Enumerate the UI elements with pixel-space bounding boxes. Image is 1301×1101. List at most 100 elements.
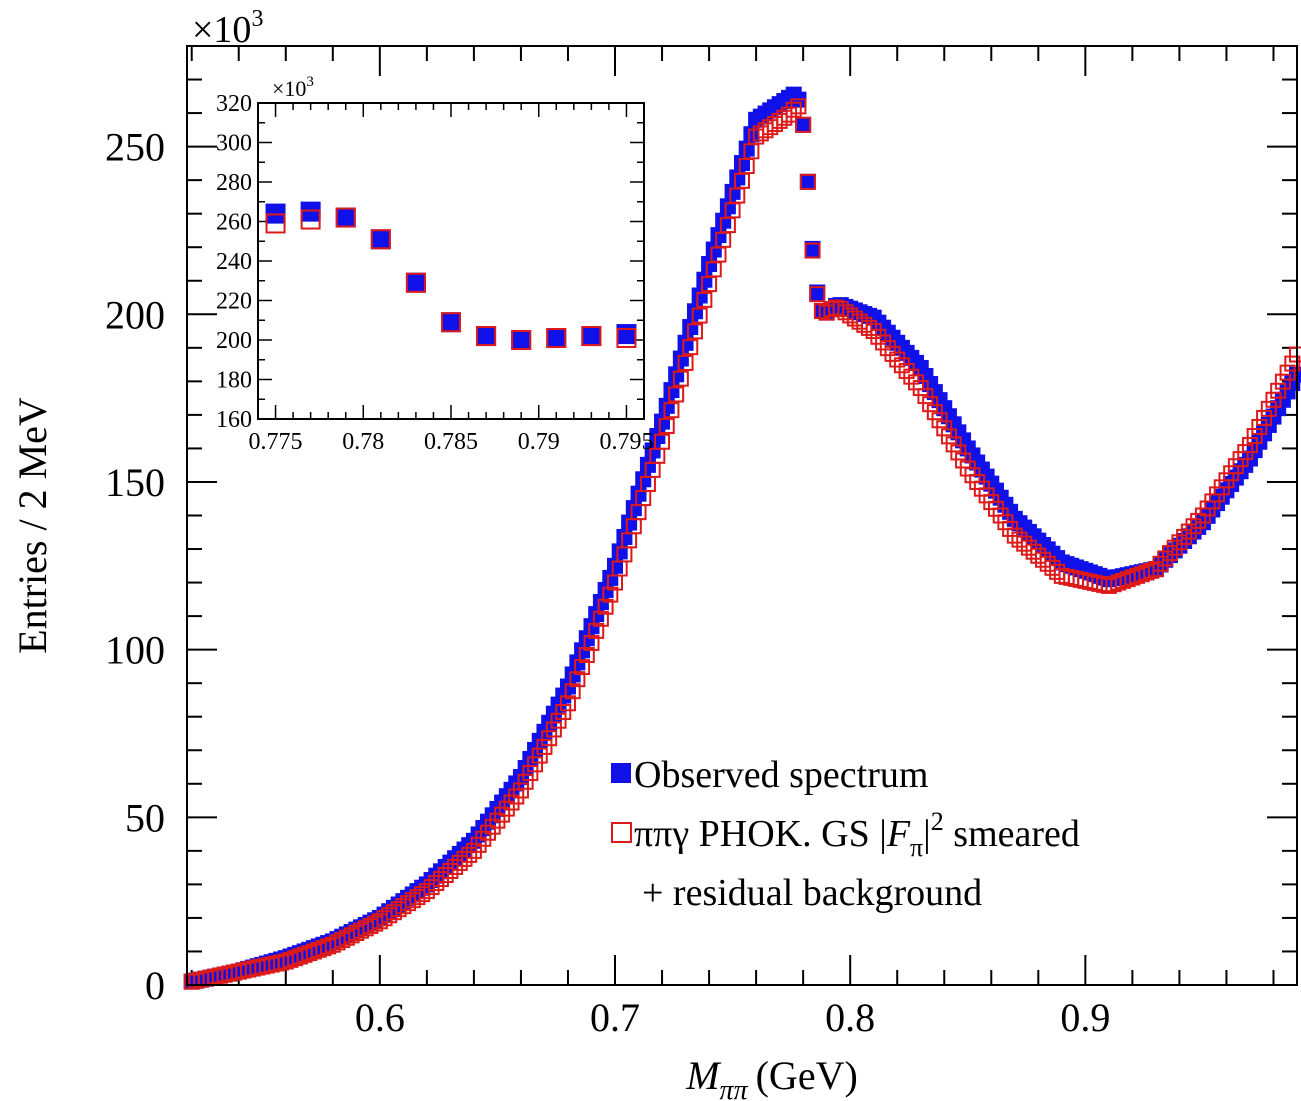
marker-simulation bbox=[555, 704, 572, 721]
marker-simulation bbox=[1176, 528, 1193, 545]
plot-frame bbox=[186, 45, 1298, 986]
marker-simulation bbox=[682, 339, 699, 356]
inset-marker-simulation bbox=[511, 330, 532, 350]
inset-marker-simulation bbox=[476, 326, 497, 347]
marker-simulation bbox=[795, 116, 812, 133]
marker-observed bbox=[804, 240, 821, 257]
legend-label-simulation-post: smeared bbox=[944, 813, 1080, 855]
marker-observed bbox=[701, 255, 718, 272]
inset-marker-simulation bbox=[581, 326, 602, 347]
legend: Observed spectrum ππγ PHOK. GS |Fπ|2 sme… bbox=[611, 754, 1080, 914]
inset-y-tick-label: 320 bbox=[216, 91, 252, 117]
marker-simulation bbox=[1006, 527, 1023, 544]
marker-simulation bbox=[931, 412, 948, 429]
marker-simulation bbox=[663, 402, 680, 419]
marker-simulation bbox=[1270, 382, 1287, 399]
marker-observed bbox=[696, 271, 713, 288]
marker-simulation bbox=[884, 345, 901, 362]
marker-simulation bbox=[367, 915, 384, 932]
marker-simulation bbox=[1279, 364, 1296, 381]
marker-simulation bbox=[423, 879, 440, 896]
marker-simulation bbox=[564, 683, 581, 700]
legend-marker-observed bbox=[611, 763, 631, 783]
marker-simulation bbox=[1011, 531, 1028, 548]
marker-simulation bbox=[672, 370, 689, 387]
inset-x-tick-label: 0.795 bbox=[599, 429, 653, 455]
marker-observed bbox=[715, 212, 732, 229]
marker-simulation bbox=[686, 323, 703, 340]
marker-observed bbox=[672, 350, 689, 367]
marker-simulation bbox=[1152, 555, 1169, 572]
x-tick-label: 0.6 bbox=[355, 995, 405, 1040]
x-tick-label: 0.9 bbox=[1060, 995, 1110, 1040]
marker-simulation bbox=[451, 854, 468, 871]
marker-simulation bbox=[447, 858, 464, 875]
x-tick-label: 0.7 bbox=[590, 995, 640, 1040]
marker-observed bbox=[621, 514, 638, 531]
marker-simulation bbox=[781, 106, 798, 123]
marker-observed bbox=[602, 569, 619, 586]
x-axis-title-unit: (GeV) bbox=[756, 1053, 858, 1098]
marker-simulation bbox=[898, 362, 915, 379]
inset-marker-simulation bbox=[335, 207, 356, 228]
x-axis-title-main: M bbox=[685, 1053, 722, 1098]
inset-marker-observed bbox=[405, 272, 426, 293]
marker-simulation bbox=[456, 850, 473, 867]
inset-marker-observed bbox=[476, 326, 497, 347]
marker-simulation bbox=[550, 712, 567, 729]
inset-y-tick-label: 260 bbox=[216, 210, 252, 236]
y-multiplier: ×103 bbox=[192, 6, 263, 51]
x-tick-label: 0.8 bbox=[825, 995, 875, 1040]
marker-simulation bbox=[668, 386, 685, 403]
inset-frame bbox=[257, 102, 645, 420]
marker-observed bbox=[639, 456, 656, 473]
marker-simulation bbox=[597, 598, 614, 615]
y-tick-label: 250 bbox=[105, 125, 165, 170]
marker-observed bbox=[625, 500, 642, 517]
main-markers bbox=[183, 86, 1301, 990]
marker-simulation bbox=[418, 883, 435, 900]
marker-simulation bbox=[879, 340, 896, 357]
marker-observed bbox=[663, 382, 680, 399]
marker-simulation bbox=[437, 867, 454, 884]
marker-simulation bbox=[950, 444, 967, 461]
inset-marker-simulation bbox=[616, 328, 637, 349]
marker-observed bbox=[559, 678, 576, 695]
y-axis-title: Entries / 2 MeV bbox=[10, 397, 55, 654]
inset-marker-observed bbox=[370, 229, 391, 250]
marker-observed bbox=[592, 594, 609, 611]
marker-observed bbox=[710, 227, 727, 244]
marker-simulation bbox=[1020, 539, 1037, 556]
inset-marker-simulation bbox=[441, 312, 461, 333]
inset-background bbox=[258, 103, 644, 419]
marker-simulation bbox=[442, 862, 459, 879]
marker-observed bbox=[611, 543, 628, 560]
marker-simulation bbox=[536, 738, 553, 755]
legend-label-simulation: ππγ PHOK. GS |Fπ|2 smeared bbox=[634, 807, 1080, 862]
marker-simulation bbox=[517, 773, 534, 790]
inset-marker-observed bbox=[300, 201, 321, 222]
marker-simulation bbox=[1162, 545, 1179, 562]
marker-simulation bbox=[1025, 543, 1042, 560]
marker-simulation bbox=[799, 173, 816, 190]
marker-simulation bbox=[545, 721, 562, 738]
marker-observed bbox=[583, 618, 600, 635]
inset-y-multiplier-exponent: 3 bbox=[306, 74, 314, 90]
marker-simulation bbox=[1157, 550, 1174, 567]
marker-simulation bbox=[578, 647, 595, 664]
marker-simulation bbox=[875, 334, 892, 351]
marker-simulation bbox=[1284, 355, 1301, 372]
marker-simulation bbox=[559, 695, 576, 712]
marker-simulation bbox=[785, 101, 802, 118]
marker-observed bbox=[588, 606, 605, 623]
marker-simulation bbox=[1260, 400, 1277, 417]
marker-simulation bbox=[922, 396, 939, 413]
inset-y-tick-label: 280 bbox=[216, 170, 252, 196]
marker-simulation bbox=[428, 875, 445, 892]
marker-observed bbox=[644, 442, 661, 459]
marker-simulation bbox=[1274, 373, 1291, 390]
marker-simulation bbox=[527, 756, 544, 773]
marker-observed bbox=[682, 319, 699, 336]
